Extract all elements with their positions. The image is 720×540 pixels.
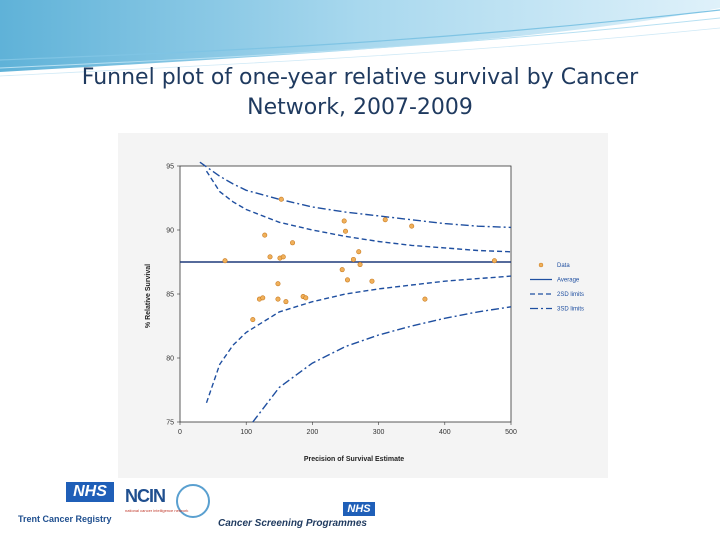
2sd-upper-limit-line (205, 170, 512, 253)
3sd-upper-limit-line (199, 161, 512, 229)
footer-logos: NHS Trent Cancer Registry NCIN national … (0, 478, 720, 540)
data-point (357, 262, 363, 268)
x-tick-label: 0 (178, 429, 182, 436)
y-tick-label: 80 (166, 356, 174, 363)
data-point (275, 296, 281, 302)
data-point (262, 232, 268, 238)
data-point (350, 256, 356, 262)
x-tick-label: 300 (373, 429, 385, 436)
cancer-screening-programmes-label: Cancer Screening Programmes (218, 518, 367, 529)
data-point (382, 217, 388, 223)
x-tick-label: 100 (240, 429, 252, 436)
data-point (303, 295, 309, 301)
2sd-lower-limit-line (205, 275, 512, 404)
data-point (356, 249, 362, 255)
data-point (283, 299, 289, 305)
x-tick-label: 400 (439, 429, 451, 436)
data-point (290, 240, 296, 246)
legend-label: 3SD limits (557, 307, 584, 313)
x-tick-label: 500 (505, 429, 517, 436)
data-points (222, 196, 497, 323)
ncin-globe-icon (176, 484, 210, 518)
data-point (278, 196, 284, 202)
ncin-logo: NCIN (125, 486, 166, 506)
data-point (280, 254, 286, 260)
data-point (369, 278, 375, 284)
legend-label: Data (557, 263, 570, 269)
3sd-lower-limit-line (252, 306, 512, 423)
control-limits (199, 161, 512, 423)
data-point (422, 296, 428, 302)
legend-label: 2SD limits (557, 292, 584, 298)
y-axis-label: % Relative Survival (145, 264, 152, 328)
trent-cancer-registry-label: Trent Cancer Registry (18, 514, 112, 524)
slide-title-line2: Network, 2007-2009 (247, 95, 473, 120)
legend: Data Average 2SD limits 3SD limits (530, 262, 584, 313)
data-point (250, 317, 256, 323)
y-tick-label: 75 (166, 420, 174, 427)
slide-title-line1: Funnel plot of one-year relative surviva… (81, 65, 639, 90)
y-axis-ticks: 75 80 85 90 95 (166, 164, 180, 427)
y-tick-label: 85 (166, 292, 174, 299)
data-point (491, 258, 497, 264)
csp-nhs-logo: NHS (343, 502, 375, 516)
data-point (267, 254, 273, 260)
legend-data-marker (538, 262, 544, 268)
plot-area (179, 165, 512, 423)
data-point (409, 223, 415, 229)
data-point (343, 228, 349, 234)
data-point (222, 258, 228, 264)
x-axis-label: Precision of Survival Estimate (304, 456, 404, 463)
x-axis-ticks: 0 100 200 300 400 500 (178, 422, 517, 436)
slide-title: Funnel plot of one-year relative surviva… (0, 63, 720, 123)
trent-nhs-logo: NHS (66, 482, 114, 502)
funnel-plot: 0 100 200 300 400 500 75 80 85 90 95 Precision of… (145, 161, 584, 463)
data-point (260, 295, 266, 301)
data-point (339, 267, 345, 273)
data-point (275, 281, 281, 287)
data-point (341, 218, 347, 224)
data-point (344, 277, 350, 283)
legend-label: Average (557, 278, 580, 284)
x-tick-label: 200 (307, 429, 319, 436)
header-swoosh-decoration (0, 0, 720, 77)
plot-frame (179, 165, 512, 423)
ncin-subtitle: national cancer intelligence network (125, 508, 189, 513)
y-tick-label: 90 (166, 228, 174, 235)
y-tick-label: 95 (166, 164, 174, 171)
